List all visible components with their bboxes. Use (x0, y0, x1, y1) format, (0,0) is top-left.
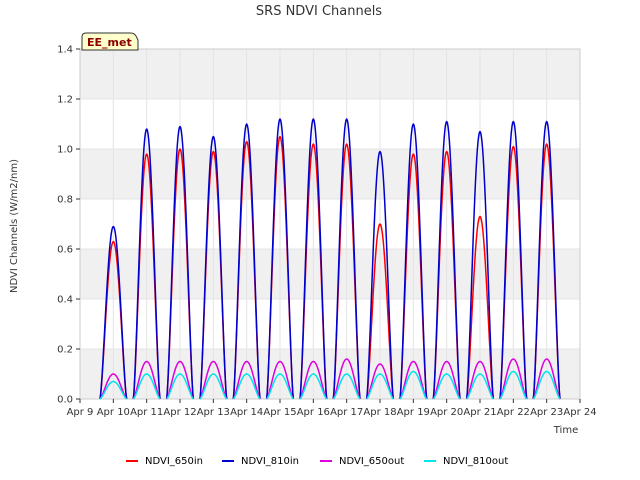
x-axis-title: Time (553, 425, 578, 436)
series-line-ndvi-810in (99, 118, 561, 400)
x-tick-label: Apr 23 (530, 407, 563, 418)
x-tick-label: Apr 20 (430, 407, 463, 418)
y-tick-label: 0.2 (57, 345, 73, 356)
x-tick-label: Apr 11 (130, 407, 163, 418)
legend-item-ndvi-810in: NDVI_810in (222, 456, 299, 467)
series-line-ndvi-650out (99, 358, 561, 400)
y-tick-label: 0.6 (57, 245, 73, 256)
legend-item-ndvi-650out: NDVI_650out (320, 456, 404, 467)
legend-item-ndvi-810out: NDVI_810out (424, 456, 508, 467)
legend-item-ndvi-650in: NDVI_650in (126, 456, 203, 467)
chart-title: SRS NDVI Channels (256, 4, 382, 19)
x-tick-label: Apr 16 (297, 407, 330, 418)
series-layer (99, 118, 561, 400)
x-axis-ticks: Apr 9 Apr 10 Apr 11 Apr 12 Apr 13 Apr 14 Apr 1… (67, 399, 597, 418)
legend-label: NDVI_650out (339, 456, 404, 467)
plot-band (80, 249, 580, 299)
x-tick-label: Apr 21 (463, 407, 496, 418)
plot-bands (80, 49, 580, 399)
y-axis-title: NDVI Channels (W/m2/nm) (9, 159, 20, 293)
x-tick-label: Apr 9 (67, 407, 94, 418)
x-tick-label: Apr 10 (97, 407, 130, 418)
y-tick-label: 1.4 (57, 45, 73, 56)
y-tick-label: 0.0 (57, 395, 73, 406)
y-tick-label: 1.0 (57, 145, 73, 156)
x-tick-label: Apr 13 (197, 407, 230, 418)
y-tick-label: 1.2 (57, 95, 73, 106)
y-axis-ticks: 0.0 0.2 0.4 0.6 0.8 1.0 1.2 1.4 (57, 45, 80, 406)
badge-label: EE_met (87, 36, 132, 49)
plot-band (80, 349, 580, 399)
badge-background (81, 32, 139, 51)
legend-label: NDVI_650in (145, 456, 203, 467)
x-tick-label: Apr 12 (163, 407, 196, 418)
legend-label: NDVI_810in (241, 456, 299, 467)
plot-band (80, 149, 580, 199)
y-tick-label: 0.4 (57, 295, 73, 306)
grid-lines (79, 48, 581, 400)
x-tick-label: Apr 22 (497, 407, 530, 418)
x-tick-label: Apr 15 (263, 407, 296, 418)
y-tick-label: 0.8 (57, 195, 73, 206)
x-tick-label: Apr 24 (563, 407, 596, 418)
x-tick-label: Apr 18 (363, 407, 396, 418)
plot-band (80, 49, 580, 99)
legend: NDVI_650in NDVI_810in NDVI_650out NDVI_810o… (126, 456, 508, 467)
legend-label: NDVI_810out (443, 456, 508, 467)
x-tick-label: Apr 17 (330, 407, 363, 418)
x-tick-label: Apr 14 (230, 407, 263, 418)
series-line-ndvi-650in (99, 135, 561, 400)
series-line-ndvi-810out (99, 370, 561, 400)
ee-met-badge: EE_met (81, 32, 139, 51)
plot-border (79, 48, 581, 400)
x-tick-label: Apr 19 (397, 407, 430, 418)
